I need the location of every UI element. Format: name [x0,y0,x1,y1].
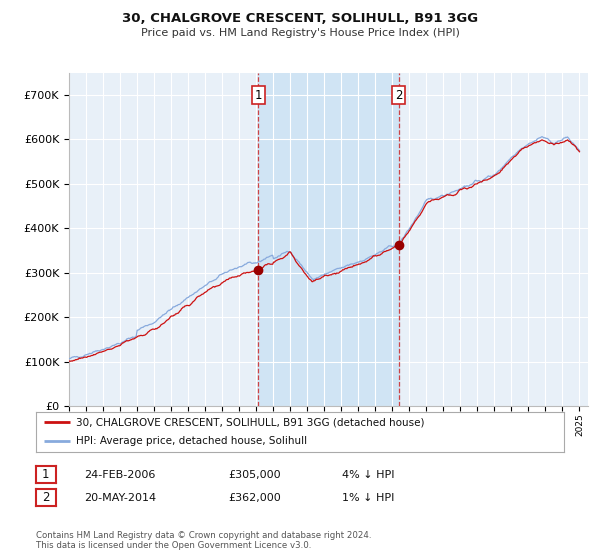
Text: 24-FEB-2006: 24-FEB-2006 [84,470,155,480]
Text: 2: 2 [395,88,403,101]
Bar [258,73,399,406]
Text: 30, CHALGROVE CRESCENT, SOLIHULL, B91 3GG (detached house): 30, CHALGROVE CRESCENT, SOLIHULL, B91 3G… [76,417,424,427]
Text: 1: 1 [42,468,50,481]
Text: 1% ↓ HPI: 1% ↓ HPI [342,493,394,503]
Text: HPI: Average price, detached house, Solihull: HPI: Average price, detached house, Soli… [76,436,307,446]
Text: Price paid vs. HM Land Registry's House Price Index (HPI): Price paid vs. HM Land Registry's House … [140,28,460,38]
Text: £305,000: £305,000 [228,470,281,480]
Text: 2: 2 [42,491,50,505]
Text: 1: 1 [254,88,262,101]
Text: 30, CHALGROVE CRESCENT, SOLIHULL, B91 3GG: 30, CHALGROVE CRESCENT, SOLIHULL, B91 3G… [122,12,478,25]
Text: 20-MAY-2014: 20-MAY-2014 [84,493,156,503]
Text: This data is licensed under the Open Government Licence v3.0.: This data is licensed under the Open Gov… [36,541,311,550]
Text: Contains HM Land Registry data © Crown copyright and database right 2024.: Contains HM Land Registry data © Crown c… [36,531,371,540]
Text: 4% ↓ HPI: 4% ↓ HPI [342,470,395,480]
Text: £362,000: £362,000 [228,493,281,503]
